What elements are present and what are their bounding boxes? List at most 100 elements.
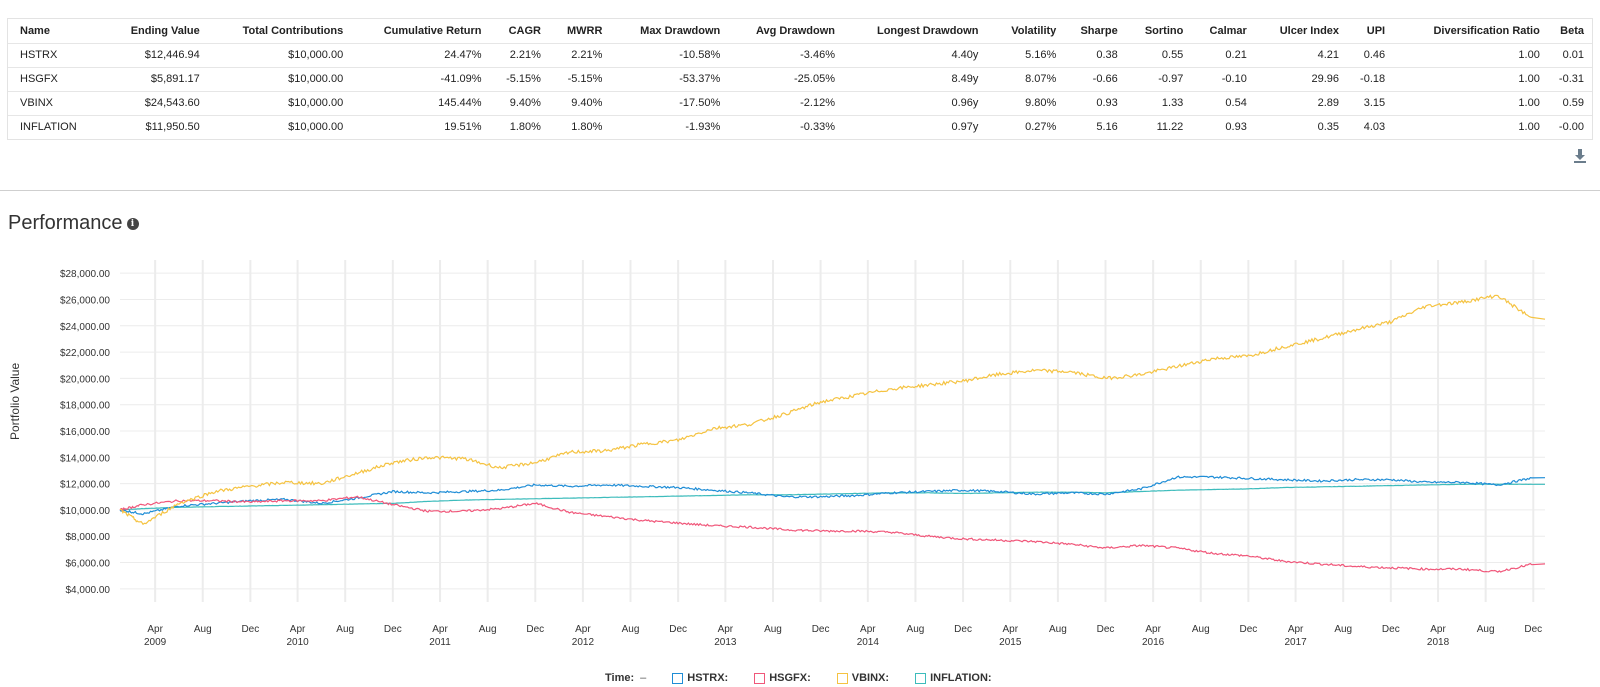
table-cell: 2.89: [1254, 90, 1348, 115]
x-tick-label: Apr: [290, 624, 306, 635]
table-cell: $10,000.00: [207, 90, 352, 115]
table-cell: 0.93: [1191, 114, 1255, 139]
table-cell: VBINX: [8, 90, 101, 115]
column-header[interactable]: Diversification Ratio: [1393, 19, 1548, 43]
series-line-hsgfx: [119, 495, 1546, 573]
table-cell: 0.35: [1254, 114, 1348, 139]
x-tick-label: Aug: [1192, 624, 1210, 635]
legend-item-hsgfx[interactable]: HSGFX:: [754, 672, 811, 684]
x-tick-label: Aug: [1334, 624, 1352, 635]
y-tick-label: $6,000.00: [66, 559, 111, 570]
table-cell: HSTRX: [8, 42, 101, 67]
table-cell: $10,000.00: [207, 66, 352, 91]
column-header[interactable]: CAGR: [489, 19, 549, 43]
table-cell: 1.80%: [489, 114, 549, 139]
x-tick-label: Dec: [1524, 624, 1542, 635]
column-header[interactable]: Cumulative Return: [351, 19, 490, 43]
table-cell: 2.21%: [489, 42, 549, 67]
table-cell: 8.07%: [986, 66, 1065, 91]
column-header[interactable]: Beta: [1547, 19, 1592, 43]
legend-item-vbinx[interactable]: VBINX:: [836, 672, 889, 684]
legend-time-label: Time:: [605, 672, 635, 684]
column-header[interactable]: Total Contributions: [207, 19, 352, 43]
table-cell: -25.05%: [728, 66, 843, 91]
table-cell: 5.16: [1064, 114, 1126, 139]
legend-item-hstrx[interactable]: HSTRX:: [672, 672, 728, 684]
table-cell: 0.55: [1125, 42, 1192, 67]
column-header[interactable]: Max Drawdown: [610, 19, 729, 43]
column-header[interactable]: MWRR: [548, 19, 611, 43]
column-header[interactable]: Name: [8, 19, 101, 43]
table-cell: -17.50%: [610, 90, 729, 115]
table-cell: $12,446.94: [100, 42, 208, 67]
performance-chart[interactable]: $4,000.00 $6,000.00 $8,000.00 $10,000.00 $12…: [0, 250, 1600, 662]
legend-label-inflation: INFLATION:: [930, 672, 992, 684]
y-tick-label: $18,000.00: [60, 401, 110, 412]
metrics-table-container: Name Ending Value Total Contributions Cumul…: [7, 18, 1593, 140]
y-axis-label: Portfolio Value: [8, 362, 22, 440]
x-tick-year-label: 2013: [714, 637, 737, 648]
column-header[interactable]: Avg Drawdown: [728, 19, 843, 43]
x-tick-label: Dec: [812, 624, 830, 635]
table-row: HSGFX $5,891.17 $10,000.00 -41.09% -5.15% -5.…: [8, 66, 1592, 91]
y-tick-label: $20,000.00: [60, 374, 110, 385]
legend-item-inflation[interactable]: INFLATION:: [915, 672, 992, 684]
info-icon[interactable]: i: [126, 217, 139, 230]
legend-time-value: –: [640, 672, 647, 684]
column-header[interactable]: Volatility: [986, 19, 1065, 43]
x-tick-year-label: 2014: [857, 637, 880, 648]
x-tick-label: Aug: [1477, 624, 1495, 635]
y-tick-label: $28,000.00: [60, 269, 110, 280]
table-cell: -0.97: [1125, 66, 1192, 91]
x-tick-label: Dec: [669, 624, 687, 635]
table-cell: -41.09%: [351, 66, 490, 91]
table-cell: 1.33: [1125, 90, 1192, 115]
y-tick-label: $26,000.00: [60, 295, 110, 306]
table-cell: 4.03: [1347, 114, 1394, 139]
table-cell: HSGFX: [8, 66, 101, 91]
x-tick-year-label: 2018: [1427, 637, 1450, 648]
column-header[interactable]: Sortino: [1125, 19, 1192, 43]
column-header[interactable]: Longest Drawdown: [842, 19, 987, 43]
y-tick-label: $22,000.00: [60, 348, 110, 359]
column-header[interactable]: Ulcer Index: [1254, 19, 1348, 43]
x-tick-label: Dec: [526, 624, 544, 635]
table-cell: 11.22: [1125, 114, 1192, 139]
x-tick-year-label: 2015: [999, 637, 1022, 648]
table-row: HSTRX $12,446.94 $10,000.00 24.47% 2.21% 2.21…: [8, 42, 1592, 67]
x-tick-label: Apr: [1430, 624, 1446, 635]
table-row: VBINX $24,543.60 $10,000.00 145.44% 9.40% 9.4…: [8, 90, 1592, 115]
table-cell: -0.00: [1547, 114, 1592, 139]
table-cell: -3.46%: [728, 42, 843, 67]
column-header[interactable]: Calmar: [1191, 19, 1255, 43]
table-cell: -5.15%: [548, 66, 611, 91]
table-cell: 1.00: [1393, 66, 1548, 91]
table-cell: -0.33%: [728, 114, 843, 139]
x-tick-label: Aug: [479, 624, 497, 635]
table-cell: 0.01: [1547, 42, 1592, 67]
table-cell: 0.97y: [842, 114, 987, 139]
table-cell: 0.38: [1064, 42, 1126, 67]
download-icon[interactable]: [1572, 148, 1588, 164]
table-cell: 19.51%: [351, 114, 490, 139]
table-cell: 0.27%: [986, 114, 1065, 139]
x-tick-label: Dec: [1382, 624, 1400, 635]
column-header[interactable]: Sharpe: [1064, 19, 1126, 43]
table-cell: 3.15: [1347, 90, 1394, 115]
table-cell: 1.00: [1393, 90, 1548, 115]
column-header[interactable]: Ending Value: [100, 19, 208, 43]
series-line-hstrx: [119, 475, 1546, 516]
x-tick-label: Apr: [1145, 624, 1161, 635]
table-cell: 9.40%: [489, 90, 549, 115]
table-cell: 9.40%: [548, 90, 611, 115]
column-header[interactable]: UPI: [1347, 19, 1394, 43]
x-tick-label: Aug: [622, 624, 640, 635]
x-tick-label: Apr: [718, 624, 734, 635]
table-cell: 0.96y: [842, 90, 987, 115]
table-cell: 1.00: [1393, 114, 1548, 139]
y-tick-label: $24,000.00: [60, 322, 110, 333]
table-cell: $5,891.17: [100, 66, 208, 91]
x-tick-label: Apr: [147, 624, 163, 635]
table-cell: -1.93%: [610, 114, 729, 139]
table-cell: -0.66: [1064, 66, 1126, 91]
